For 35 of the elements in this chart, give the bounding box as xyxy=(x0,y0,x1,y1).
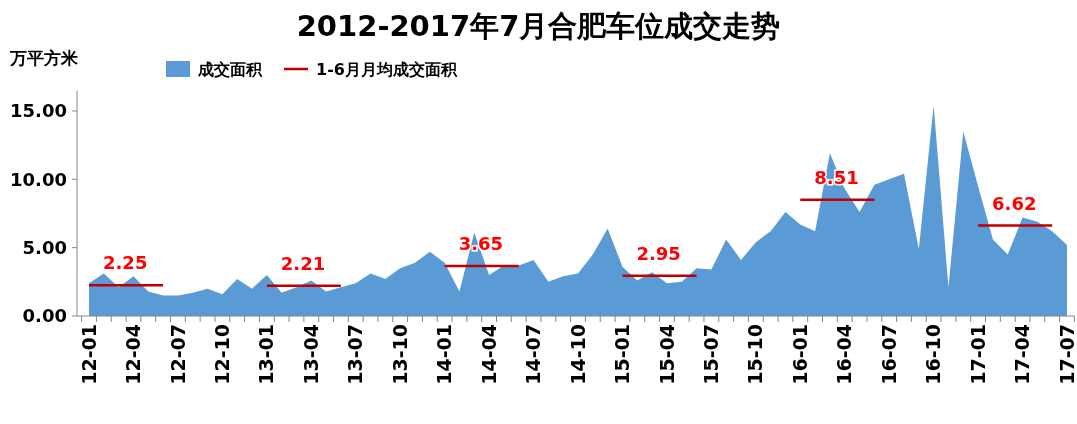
x-tick-label: 16-01 xyxy=(788,324,811,385)
x-tick-label: 12-10 xyxy=(211,324,234,385)
y-tick-label: 5.00 xyxy=(22,236,67,258)
x-tick-label: 14-07 xyxy=(522,324,545,385)
legend-label: 成交面积 xyxy=(197,59,263,79)
x-tick-label: 15-01 xyxy=(611,324,634,385)
x-tick-label: 16-10 xyxy=(922,324,945,385)
x-tick-label: 17-01 xyxy=(966,324,989,385)
annotation: 2.95 xyxy=(636,242,681,264)
x-tick-label: 17-07 xyxy=(1055,324,1077,385)
x-tick-label: 13-04 xyxy=(299,324,322,385)
x-tick-label: 16-07 xyxy=(877,324,900,385)
legend-label: 1-6月月均成交面积 xyxy=(316,59,458,79)
x-tick-label: 15-04 xyxy=(655,324,678,385)
x-tick-label: 12-04 xyxy=(122,324,145,385)
x-tick-label: 12-07 xyxy=(166,324,189,385)
x-tick-label: 15-07 xyxy=(700,324,723,385)
x-tick-label: 16-04 xyxy=(833,324,856,385)
x-tick-label: 17-04 xyxy=(1011,324,1034,385)
x-tick-label: 14-10 xyxy=(566,324,589,385)
y-tick-label: 0.00 xyxy=(22,305,67,327)
annotation: 2.25 xyxy=(103,252,148,274)
annotation: 6.62 xyxy=(992,192,1037,214)
y-axis-title: 万平方米 xyxy=(9,48,79,68)
x-tick-label: 12-01 xyxy=(77,324,100,385)
y-tick-label: 15.00 xyxy=(10,100,67,122)
x-tick-label: 14-04 xyxy=(477,324,500,385)
x-tick-label: 13-07 xyxy=(344,324,367,385)
x-tick-label: 13-01 xyxy=(255,324,278,385)
annotation: 2.21 xyxy=(280,252,326,274)
x-tick-label: 14-01 xyxy=(433,324,456,385)
x-tick-label: 13-10 xyxy=(388,324,411,385)
x-tick-label: 15-10 xyxy=(744,324,767,385)
chart-title: 2012-2017年7月合肥车位成交走势 xyxy=(296,9,781,43)
y-tick-label: 10.00 xyxy=(10,168,67,190)
